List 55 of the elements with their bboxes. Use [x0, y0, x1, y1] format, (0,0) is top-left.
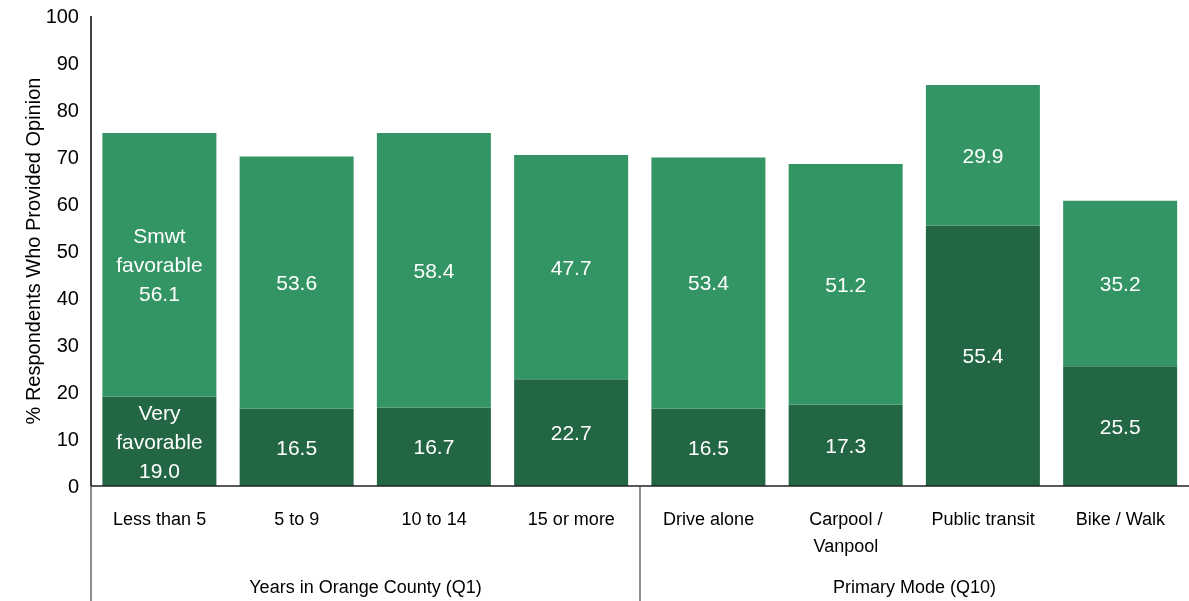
data-label: 25.5	[1099, 414, 1141, 438]
y-tick-label: 40	[56, 287, 79, 310]
y-tick-label: 10	[56, 428, 79, 451]
y-tick-label: 30	[56, 334, 79, 357]
bar	[925, 85, 1040, 226]
bar	[1063, 200, 1178, 367]
bar	[239, 156, 354, 409]
bar	[376, 407, 491, 486]
text: Years in Orange County (Q1)	[249, 577, 482, 597]
bar	[651, 157, 766, 409]
data-label: 16.5	[276, 435, 318, 459]
series-label: Smwt favorable	[116, 224, 203, 277]
x-tick-label: Less than 5	[113, 509, 207, 529]
x-tick-label: 15 or more	[527, 509, 615, 529]
bar	[376, 133, 491, 408]
y-axis-title: % Respondents Who Provided Opinion	[22, 77, 44, 425]
data-label: 16.7	[413, 435, 455, 459]
y-tick-label: 60	[56, 193, 79, 216]
y-tick-label: 50	[56, 240, 79, 263]
data-label: 16.5	[687, 435, 729, 459]
data-label: 55.4	[962, 344, 1004, 368]
data-label: 29.9	[962, 143, 1004, 167]
y-tick-label: 80	[56, 99, 79, 122]
y-tick-label: 0	[67, 475, 79, 498]
bar	[102, 133, 217, 397]
x-tick-label: 5 to 9	[274, 509, 320, 529]
data-label: 53.4	[687, 271, 730, 295]
bar	[651, 408, 766, 486]
bar	[514, 155, 629, 380]
bar	[788, 164, 903, 405]
data-label: 35.2	[1099, 271, 1141, 295]
data-label: 17.3	[825, 433, 867, 457]
data-label: 22.7	[550, 421, 592, 445]
data-label: 47.7	[550, 255, 592, 279]
bar	[239, 408, 354, 486]
x-tick-label: Drive alone	[663, 509, 755, 529]
series-label: Very favorable	[116, 400, 203, 453]
data-label: 58.4	[413, 258, 455, 282]
data-label: 53.6	[276, 270, 318, 294]
data-label: 51.2	[825, 272, 867, 296]
y-tick-label: 90	[56, 52, 79, 75]
bar	[1063, 366, 1178, 486]
data-label: 56.1	[138, 282, 180, 306]
y-tick-label: 100	[45, 5, 79, 28]
bar	[788, 404, 903, 486]
x-tick-label: Bike / Walk	[1075, 509, 1167, 529]
x-tick-label: 10 to 14	[401, 509, 467, 529]
bar	[514, 379, 629, 486]
data-label: 19.0	[138, 458, 180, 482]
x-tick-label: Carpool / Vanpool	[809, 509, 883, 556]
x-tick-label: Public transit	[931, 509, 1035, 529]
y-tick-label: 70	[56, 146, 79, 169]
text: Primary Mode (Q10)	[832, 577, 997, 597]
bar	[925, 225, 1040, 486]
y-tick-label: 20	[56, 381, 79, 404]
